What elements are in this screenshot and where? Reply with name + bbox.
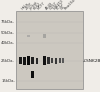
Text: COS7: COS7 bbox=[49, 1, 58, 11]
Bar bbox=[51, 58, 53, 63]
Bar bbox=[28, 35, 30, 37]
Bar bbox=[23, 57, 26, 65]
Text: Jurkat: Jurkat bbox=[29, 0, 39, 11]
Text: 50kDa-: 50kDa- bbox=[1, 31, 15, 35]
Bar bbox=[19, 57, 22, 64]
Text: CSNK2B: CSNK2B bbox=[84, 59, 100, 63]
Bar bbox=[47, 57, 50, 64]
Bar bbox=[27, 56, 30, 65]
Bar bbox=[62, 58, 64, 63]
Text: A549: A549 bbox=[44, 1, 54, 11]
Bar bbox=[16, 11, 83, 89]
Bar bbox=[59, 58, 61, 63]
Text: 75kDa-: 75kDa- bbox=[1, 20, 15, 24]
Text: 40kDa-: 40kDa- bbox=[1, 41, 15, 45]
Bar bbox=[36, 58, 38, 64]
Text: HeLa: HeLa bbox=[20, 1, 29, 11]
Bar bbox=[43, 56, 46, 65]
Bar bbox=[55, 58, 57, 64]
Text: K562: K562 bbox=[33, 1, 42, 11]
Text: PC12: PC12 bbox=[56, 1, 65, 11]
Text: Raw264.7: Raw264.7 bbox=[63, 0, 79, 11]
Text: 293T: 293T bbox=[25, 1, 34, 11]
Bar bbox=[43, 34, 46, 38]
Text: 25kDa-: 25kDa- bbox=[1, 59, 15, 63]
Bar bbox=[31, 71, 34, 78]
Bar bbox=[31, 57, 34, 64]
Text: C6: C6 bbox=[60, 4, 66, 11]
Text: 15kDa-: 15kDa- bbox=[1, 79, 15, 83]
Text: NIH3T3: NIH3T3 bbox=[52, 0, 64, 11]
Text: MCF7: MCF7 bbox=[37, 1, 46, 11]
